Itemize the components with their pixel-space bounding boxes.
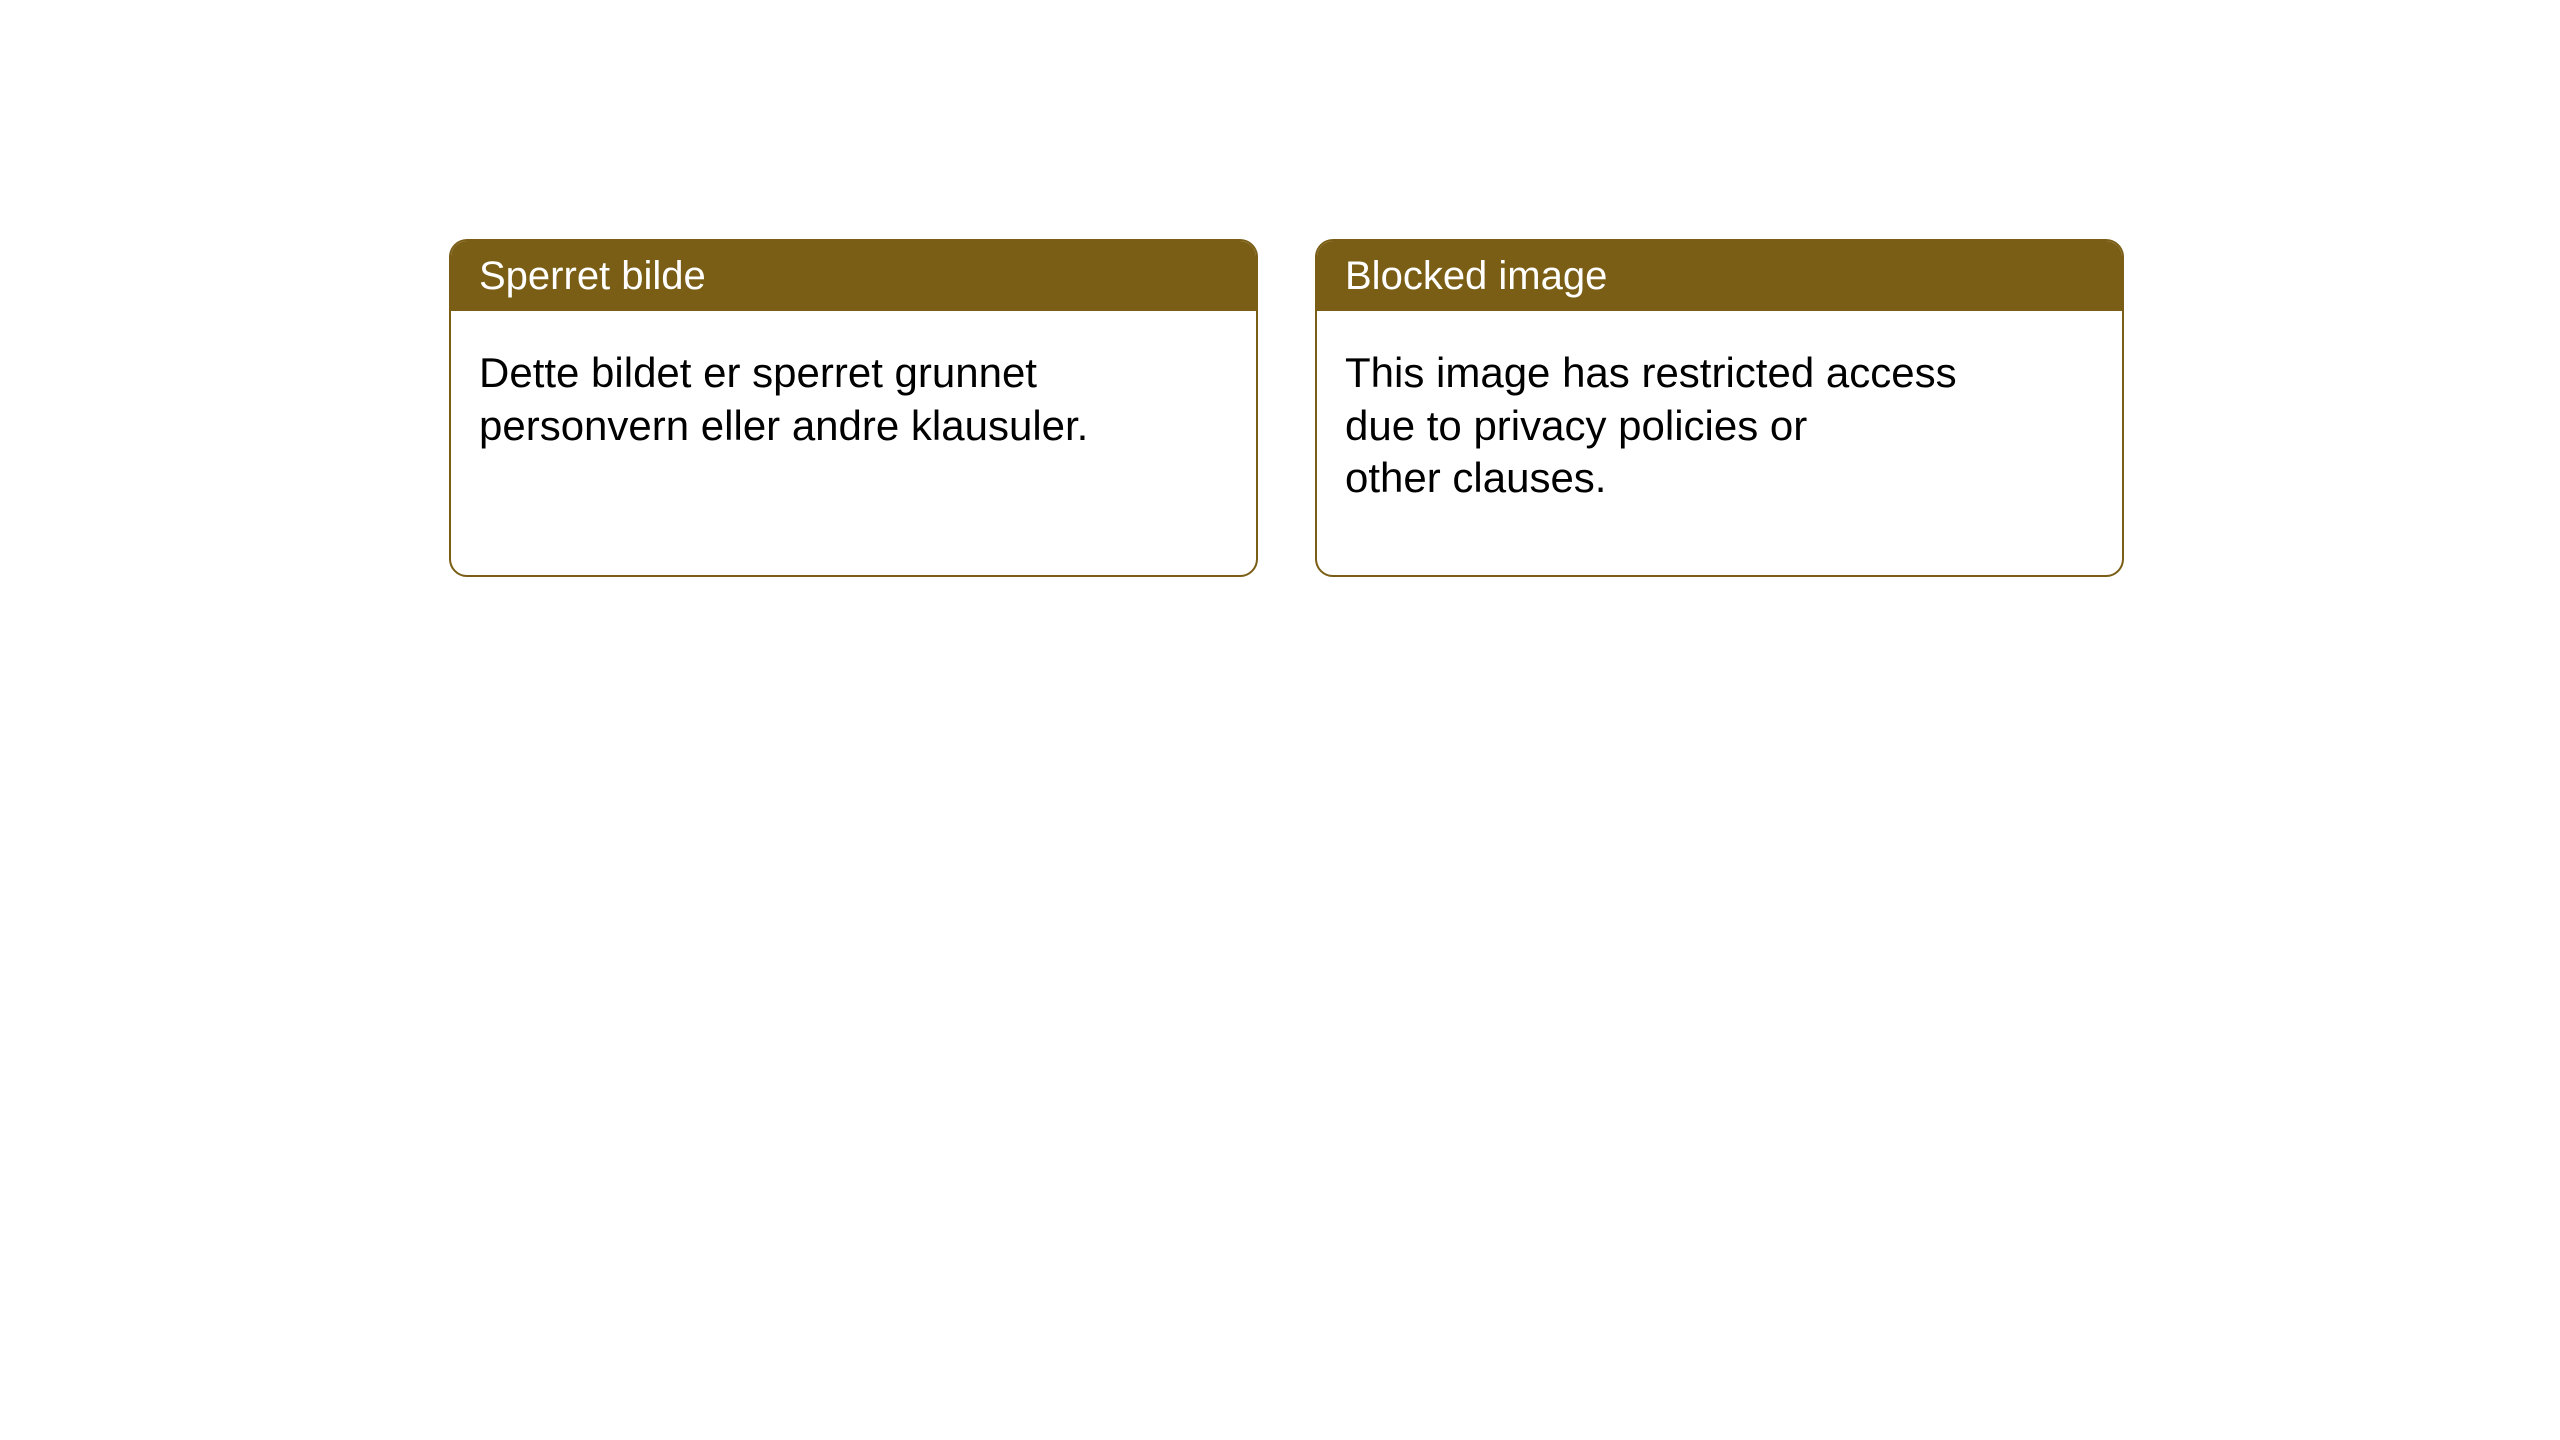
- notice-card-header: Blocked image: [1317, 241, 2122, 311]
- notice-card-header: Sperret bilde: [451, 241, 1256, 311]
- notice-card-english: Blocked image This image has restricted …: [1315, 239, 2124, 577]
- notice-card-body: This image has restricted access due to …: [1317, 311, 2122, 541]
- notice-cards-container: Sperret bilde Dette bildet er sperret gr…: [449, 239, 2124, 577]
- notice-card-body: Dette bildet er sperret grunnet personve…: [451, 311, 1256, 488]
- notice-card-norwegian: Sperret bilde Dette bildet er sperret gr…: [449, 239, 1258, 577]
